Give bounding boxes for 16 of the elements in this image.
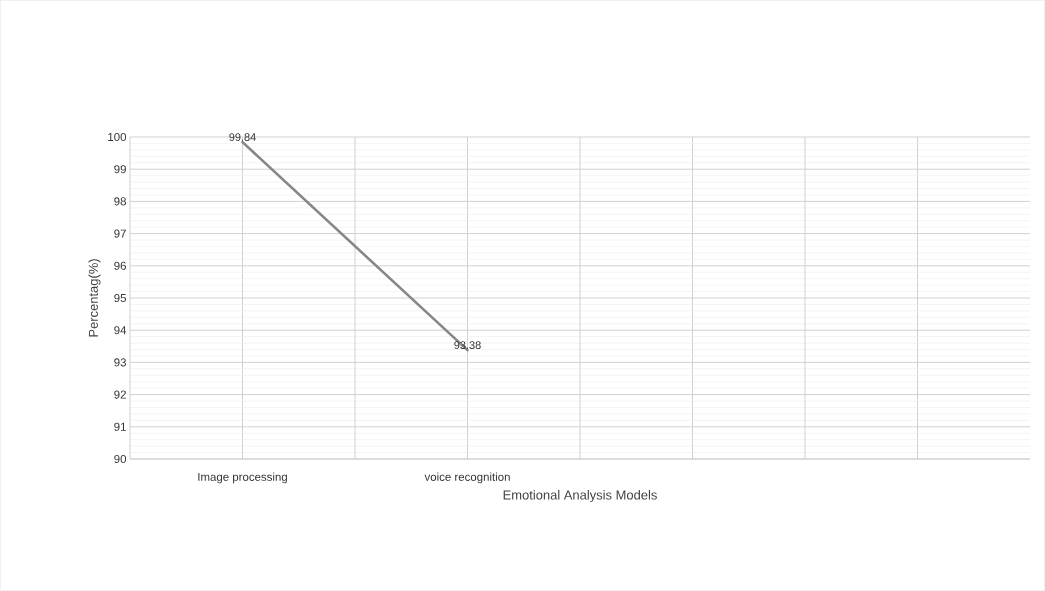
y-tick-label: 90 — [114, 454, 127, 464]
y-tick-label: 92 — [114, 390, 126, 399]
y-tick-label: 91 — [114, 422, 126, 431]
data-label: 99.84 — [229, 133, 256, 141]
y-tick-label: 98 — [114, 197, 126, 206]
y-tick-label: 97 — [114, 229, 126, 238]
x-axis-title: Emotional Analysis Models — [503, 490, 657, 503]
y-tick-label: 99 — [114, 165, 126, 174]
y-tick-label: 100 — [108, 132, 127, 142]
x-tick-label: Image processing — [198, 472, 287, 484]
y-tick-label: 94 — [114, 326, 127, 335]
y-tick-label: 96 — [114, 261, 126, 270]
y-tick-label: 93 — [114, 358, 126, 367]
x-tick-label: voice recognition — [424, 472, 510, 484]
y-axis-title: Percentag(%) — [88, 259, 101, 337]
y-tick-label: 95 — [114, 293, 126, 303]
